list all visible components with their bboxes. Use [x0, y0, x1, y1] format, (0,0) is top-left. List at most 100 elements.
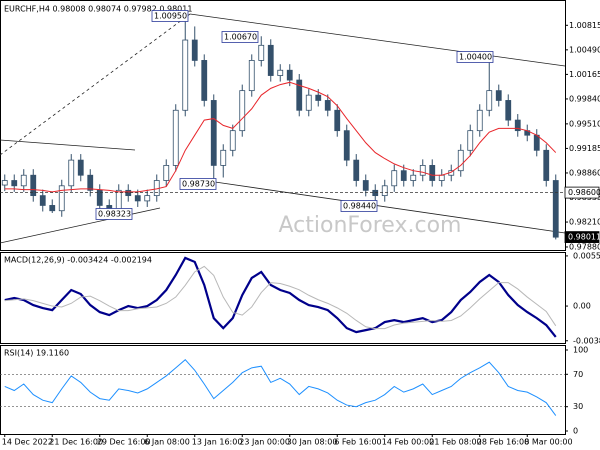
trendline [0, 139, 136, 151]
candle-body [87, 174, 94, 191]
candle-body [533, 134, 540, 151]
candle-body [476, 109, 483, 132]
moving-average [4, 81, 557, 193]
candle-body [39, 195, 46, 206]
rsi-panel [0, 345, 566, 435]
y-tick-label: 0.98860 [569, 168, 600, 177]
candle-body [305, 94, 312, 111]
trendline [0, 207, 161, 244]
candle-body [220, 149, 227, 166]
y-tick-label: 0 [573, 427, 578, 436]
trendline [0, 13, 191, 156]
y-tick-label: 0.98210 [569, 218, 600, 227]
candle-body [315, 94, 322, 101]
candle-body [30, 174, 37, 197]
annotation-box [221, 31, 259, 43]
y-tick-label: 0.97880 [569, 242, 600, 251]
x-tick-label: 29 Dec 16:00 [97, 438, 151, 447]
y-tick-label: 30 [573, 402, 583, 411]
annotation: 1.00400 [459, 53, 492, 62]
annotation-box [340, 200, 378, 212]
y-tick-label: 0.005566 [573, 251, 600, 260]
x-tick-label: 30 Jan 08:00 [287, 438, 338, 447]
candle-body [20, 174, 27, 187]
candle-body [514, 119, 521, 132]
annotation-box [151, 10, 189, 22]
rsi-title: RSI(14) 19.1160 [4, 349, 69, 358]
y-tick-label: 0.00 [573, 302, 591, 311]
y-tick-label: 0.99840 [569, 94, 600, 103]
y-tick-label: 0.99185 [569, 144, 600, 153]
candle-body [201, 60, 208, 101]
annotation: 0.98440 [343, 202, 376, 211]
y-tick-label: 100 [573, 346, 588, 355]
level-label: 0.98600 [568, 188, 600, 197]
candle-body [343, 130, 350, 161]
candle-body [495, 90, 502, 101]
y-tick-label: 0.99510 [569, 119, 600, 128]
candle-body [134, 195, 141, 202]
level-label-box [564, 186, 600, 199]
candle-body [467, 130, 474, 151]
candle-body [239, 90, 246, 132]
chart-title: EURCHF,H4 0.98008 0.98074 0.97982 0.9801… [4, 5, 192, 14]
last-price-label-box [564, 231, 600, 243]
candle-body [381, 185, 388, 197]
candle-body [258, 44, 265, 61]
candle-body [324, 100, 331, 111]
annotation-box [179, 178, 217, 190]
candle-body [552, 180, 559, 238]
macd-panel [0, 252, 566, 344]
x-tick-label: 28 Feb 16:00 [477, 438, 529, 447]
annotation-box [456, 51, 494, 63]
candle-body [58, 185, 65, 212]
candle-body [400, 170, 407, 181]
candle-body [68, 159, 75, 187]
candle-body [229, 130, 236, 151]
candle-body [391, 170, 398, 187]
watermark: ActionForex.com [279, 213, 462, 238]
y-tick-label: 70 [573, 370, 583, 379]
candle-body [296, 79, 303, 111]
x-tick-label: 14 Feb 00:00 [382, 438, 434, 447]
annotation: 0.98730 [182, 180, 215, 189]
candle-body [11, 180, 18, 187]
candle-body [486, 90, 493, 111]
candle-body [115, 189, 122, 212]
candle-body [182, 39, 189, 111]
x-tick-label: 21 Dec 16:00 [49, 438, 103, 447]
candle-body [457, 149, 464, 172]
candle-body [438, 174, 445, 181]
x-tick-label: 23 Jan 00:00 [239, 438, 290, 447]
candle-body [96, 189, 103, 206]
indicator-line [4, 265, 557, 330]
trendline [214, 181, 566, 234]
indicator-line [4, 256, 557, 338]
candle-body [353, 159, 360, 181]
x-tick-label: 8 Mar 00:00 [524, 438, 572, 447]
candle-body [419, 165, 426, 176]
candle-body [144, 195, 151, 202]
x-tick-label: 13 Jan 16:00 [192, 438, 243, 447]
candle-body [49, 205, 56, 212]
candle-body [172, 109, 179, 166]
candle-body [505, 100, 512, 121]
annotation: 1.00950 [154, 12, 187, 21]
candle-body [191, 39, 198, 61]
candle-body [248, 60, 255, 92]
trendline [189, 13, 566, 67]
candle-body [77, 159, 84, 176]
candle-body [1, 180, 8, 186]
last-price-label: 0.98011 [568, 233, 600, 242]
indicator-line [4, 359, 557, 416]
x-tick-label: 6 Jan 08:00 [144, 438, 190, 447]
candle-body [286, 69, 293, 81]
candle-body [267, 44, 274, 76]
price-panel [0, 0, 566, 251]
candle-body [334, 109, 341, 132]
candle-body [362, 180, 369, 191]
candle-body [210, 100, 217, 166]
trendlines [0, 13, 566, 244]
x-tick-label: 6 Feb 16:00 [334, 438, 381, 447]
